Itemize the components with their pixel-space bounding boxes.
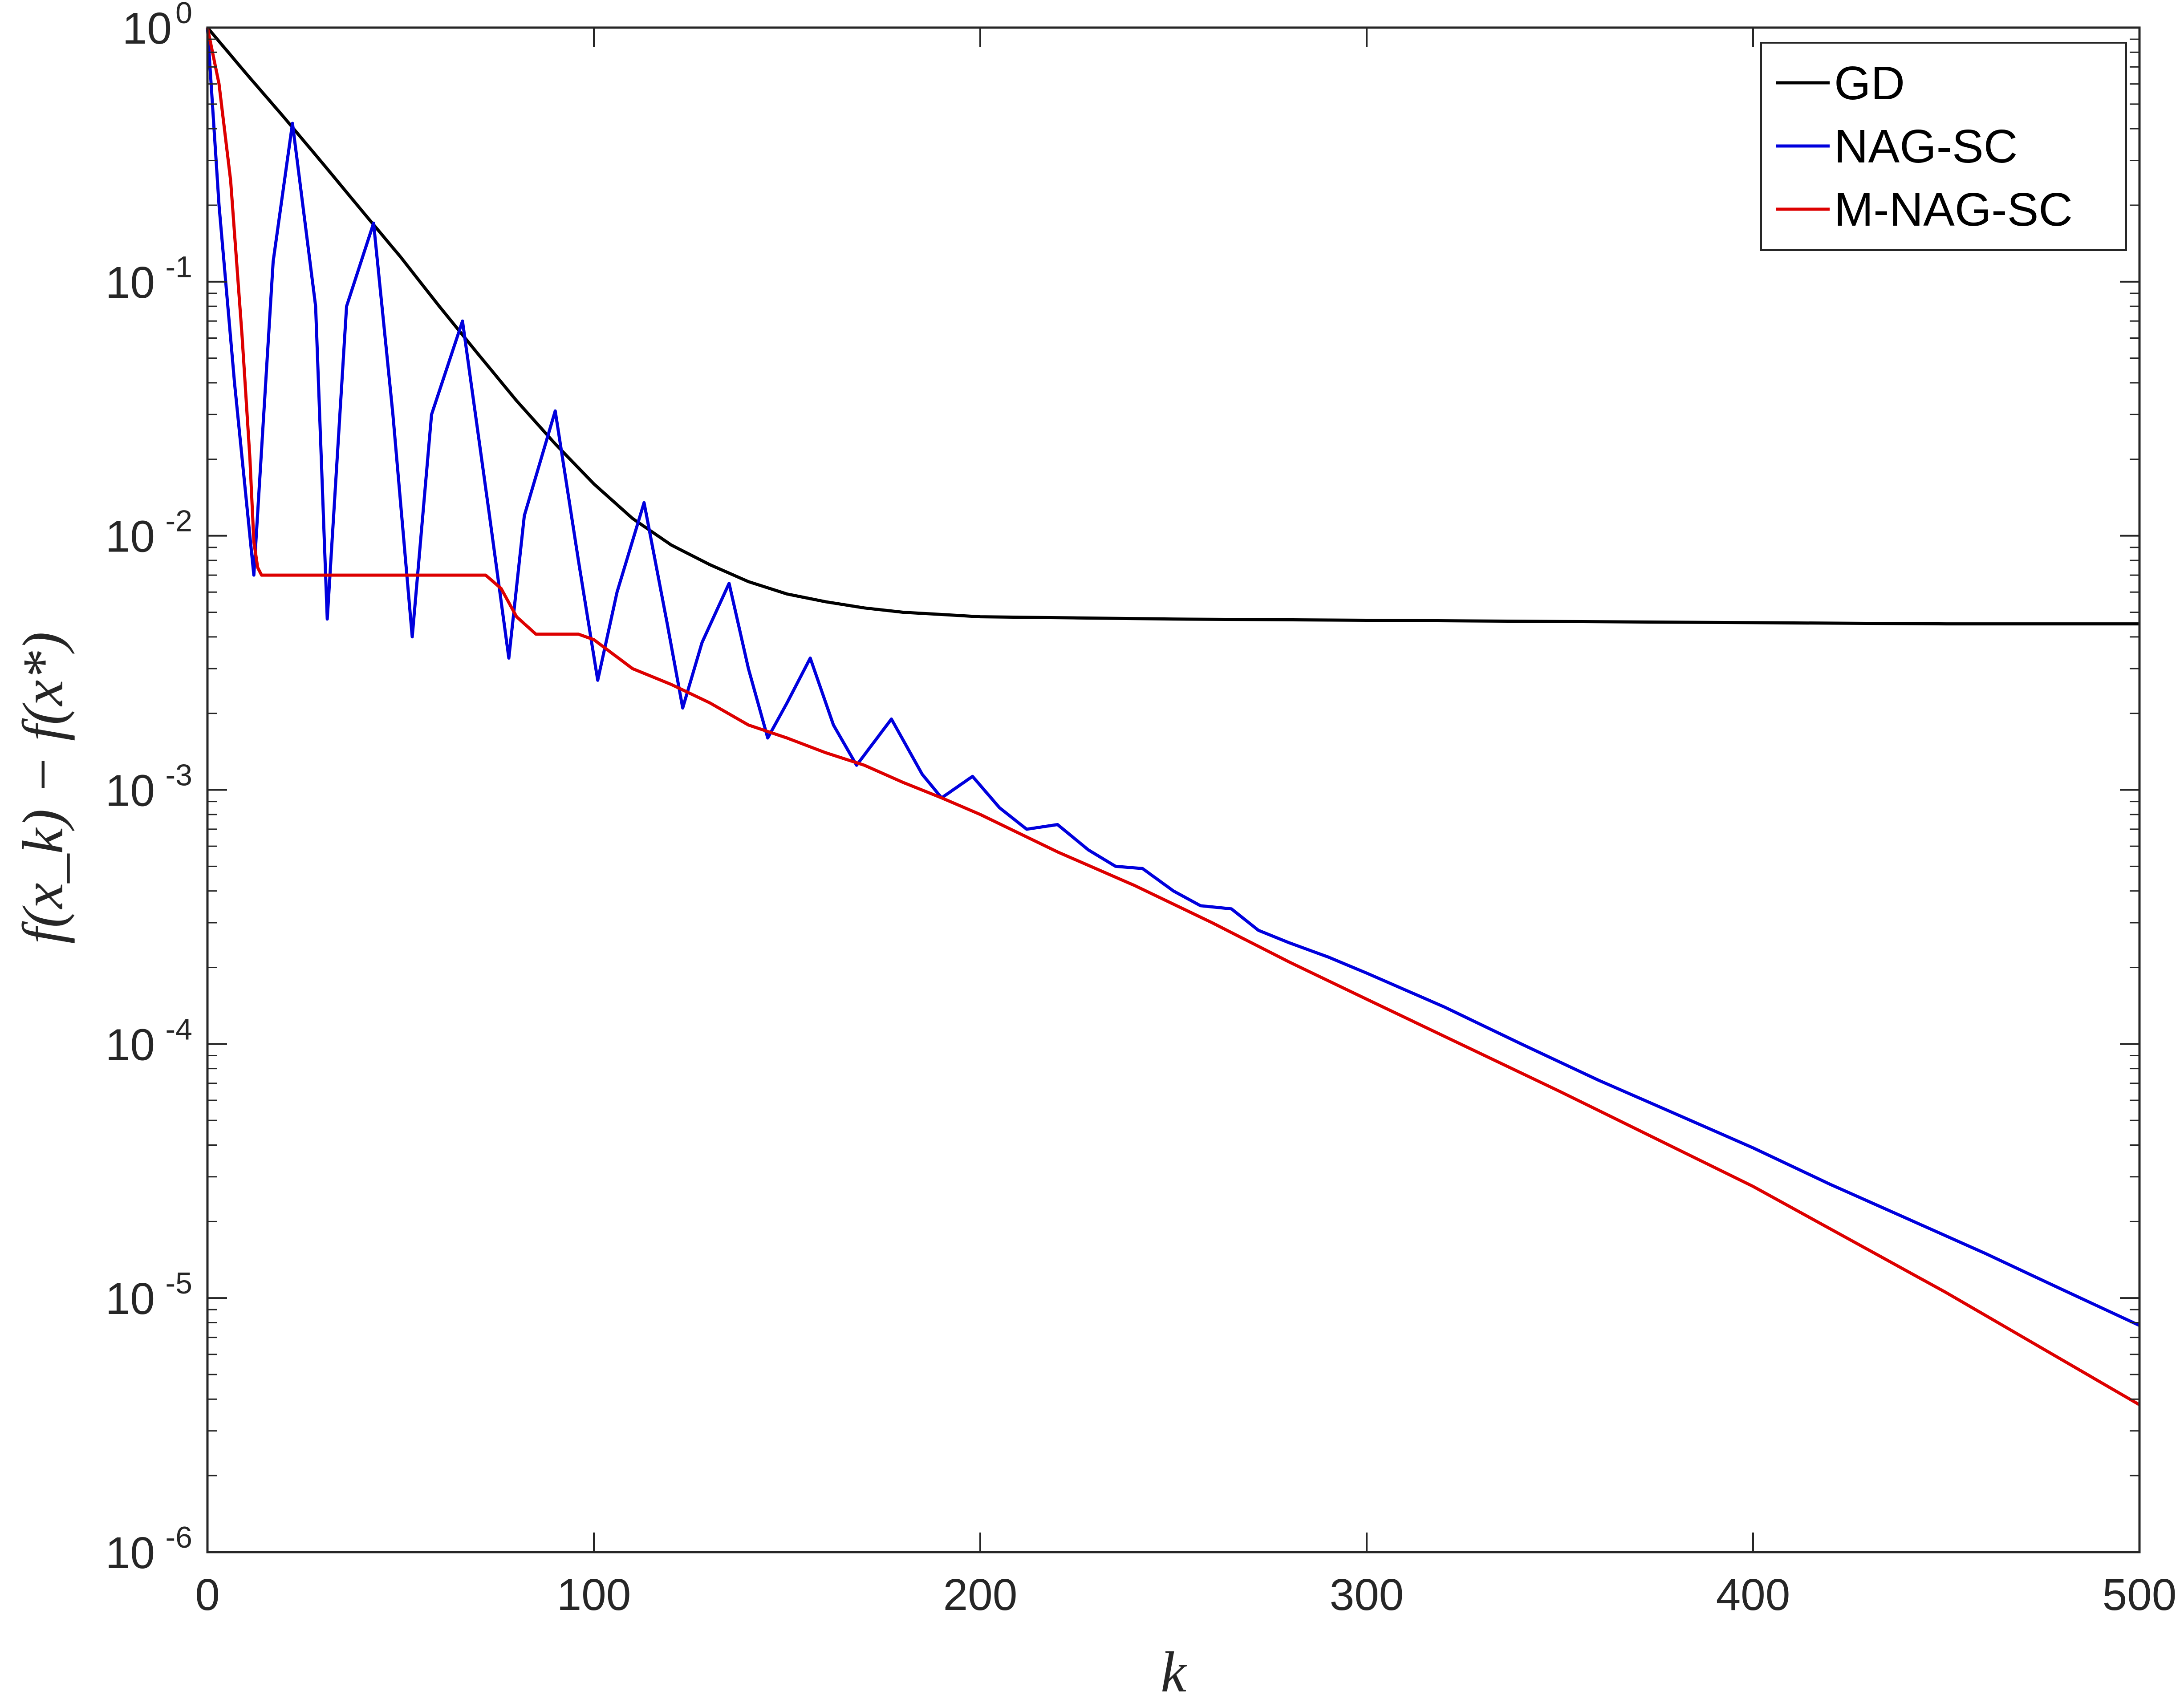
legend: GD NAG-SC M-NAG-SC xyxy=(1760,42,2127,251)
x-tick-label-1: 100 xyxy=(557,1570,631,1620)
y-tick-exponent: -5 xyxy=(166,1266,192,1300)
legend-label-1: GD xyxy=(1834,57,1905,109)
y-tick-label-6: -6 10 xyxy=(106,1521,192,1578)
y-tick-base: 10 xyxy=(106,1020,155,1070)
x-tick-label-0: 0 xyxy=(195,1570,220,1620)
y-tick-base: 10 xyxy=(122,4,172,53)
y-tick-exponent: -2 xyxy=(166,504,192,538)
plot-background xyxy=(207,28,2139,1552)
y-tick-label-1: -1 10 xyxy=(106,250,192,308)
x-tick-label-2: 200 xyxy=(943,1570,1018,1620)
y-tick-exponent: -4 xyxy=(166,1012,192,1046)
y-tick-label-4: -4 10 xyxy=(106,1012,192,1070)
y-tick-label-5: -5 10 xyxy=(106,1266,192,1324)
plot-frame xyxy=(206,26,2141,1553)
series-line-2 xyxy=(206,27,2140,1327)
y-tick-base: 10 xyxy=(106,258,155,308)
y-tick-exponent: -3 xyxy=(166,758,192,792)
x-tick-label-4: 400 xyxy=(1716,1570,1790,1620)
x-tick-label-5: 500 xyxy=(2103,1570,2177,1620)
x-axis-label: k xyxy=(1161,1640,1187,1699)
series-line-3 xyxy=(206,27,2140,1407)
y-tick-exponent: -1 xyxy=(166,250,192,284)
y-tick-base: 10 xyxy=(106,1528,155,1578)
x-tick-labels: 0 100 200 300 400 500 xyxy=(195,1570,2176,1620)
y-tick-base: 10 xyxy=(106,766,155,816)
y-tick-label-2: -2 10 xyxy=(106,504,192,562)
y-tick-base: 10 xyxy=(106,512,155,562)
y-tick-base: 10 xyxy=(106,1274,155,1324)
x-tick-label-3: 300 xyxy=(1330,1570,1404,1620)
legend-label-2: NAG-SC xyxy=(1834,120,2018,173)
y-axis-label: f(x_k) − f(x*) xyxy=(11,632,75,944)
y-tick-exponent: -6 xyxy=(166,1521,192,1554)
y-tick-exponent: 0 xyxy=(175,0,192,30)
series-lines xyxy=(206,26,2140,1407)
series-line-1 xyxy=(206,26,2139,626)
legend-label-3: M-NAG-SC xyxy=(1834,183,2073,236)
y-tick-label-0: 010 xyxy=(122,0,192,53)
y-tick-labels: 010-110-210-310-410-510-610 xyxy=(106,0,192,1578)
y-tick-label-3: -3 10 xyxy=(106,758,192,816)
